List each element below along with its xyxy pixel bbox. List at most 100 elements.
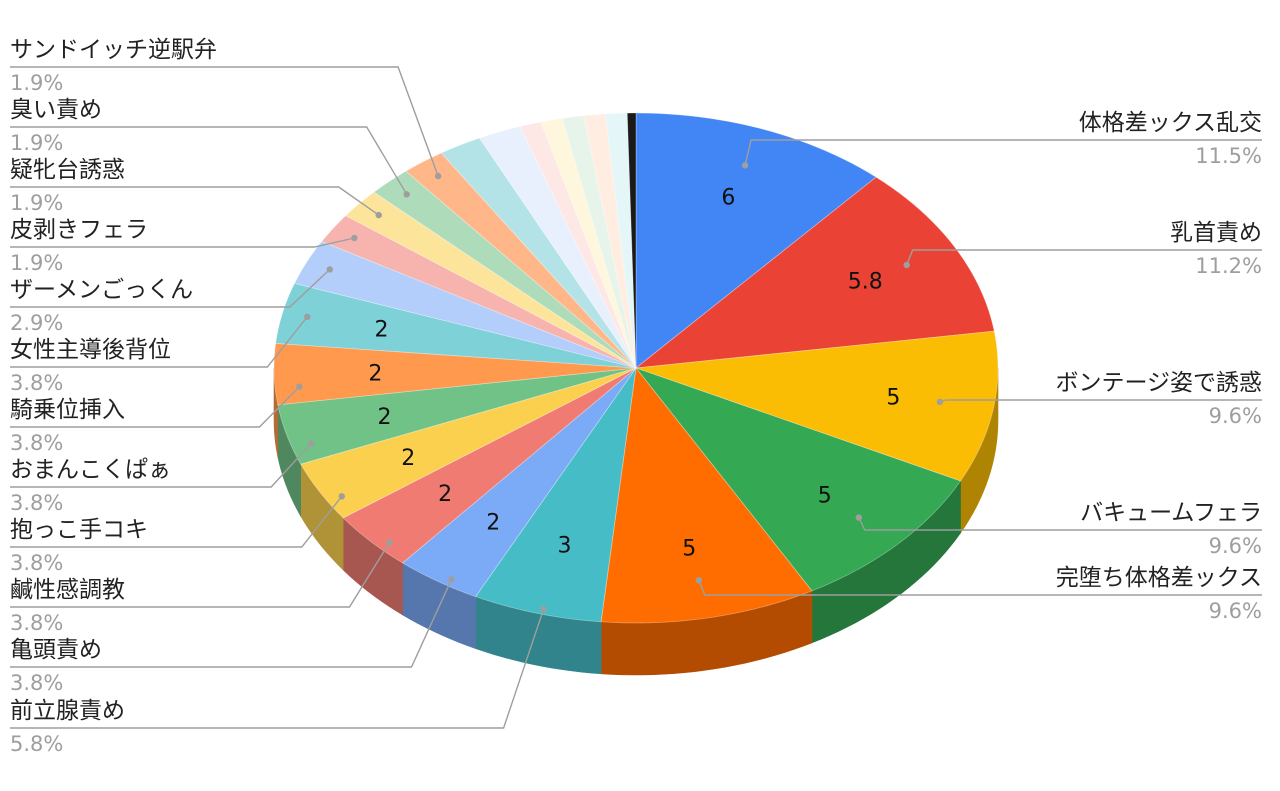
- leader-dot: [375, 211, 382, 219]
- slice-value-label: 3: [558, 534, 572, 559]
- leader-line: [10, 316, 308, 368]
- leader-dot: [434, 172, 442, 180]
- leader-line: [10, 186, 380, 216]
- slice-name-label: 抱っこ手コキ: [10, 517, 148, 543]
- pie-slice-18[interactable]: [478, 125, 637, 369]
- leader-dot: [304, 313, 311, 320]
- slice-value-label: 6: [721, 185, 735, 210]
- slice-value-label: 2: [438, 482, 452, 507]
- slice-percent-label: 3.8%: [10, 491, 63, 515]
- slice-percent-label: 5.8%: [10, 732, 63, 756]
- pie-slice-11[interactable]: [275, 282, 637, 369]
- leader-line: [10, 126, 408, 195]
- pie-slice-6[interactable]: [401, 367, 637, 598]
- leader-line: [10, 66, 439, 177]
- leader-line: [10, 442, 312, 488]
- slice-percent-label: 9.6%: [1209, 534, 1262, 558]
- leader-line: [906, 249, 1262, 266]
- slice-name-label: バキュームフェラ: [1080, 500, 1262, 526]
- leader-dot: [936, 398, 944, 406]
- leader-dot: [326, 266, 333, 273]
- slice-labels: 65.85553222222体格差ックス乱交11.5%乳首責め11.2%ボンテー…: [10, 37, 1262, 756]
- slice-percent-label: 3.8%: [10, 431, 63, 455]
- pie-slice-3[interactable]: [634, 367, 962, 592]
- leader-line: [10, 579, 453, 668]
- slice-percent-label: 1.9%: [10, 71, 63, 95]
- pie-slice-16[interactable]: [405, 152, 637, 369]
- slice-percent-label: 9.6%: [1209, 404, 1262, 428]
- leader-line: [10, 608, 545, 729]
- leader-dot: [308, 440, 315, 447]
- slice-value-label: 2: [486, 511, 500, 536]
- pie-slice-13[interactable]: [321, 215, 637, 369]
- slice-name-label: おまんこくぱぁ: [10, 457, 171, 483]
- pie-sides: [273, 367, 999, 676]
- pie-slice-0[interactable]: [635, 112, 877, 369]
- leader-dot: [296, 383, 303, 390]
- slice-name-label: 亀頭責め: [10, 637, 102, 663]
- slice-value-label: 5.8: [848, 270, 883, 295]
- slice-name-label: 体格差ックス乱交: [1079, 110, 1262, 136]
- slice-value-label: 2: [401, 446, 415, 471]
- slice-percent-label: 11.5%: [1195, 144, 1262, 168]
- leader-line: [10, 268, 331, 308]
- pie-slice-10[interactable]: [273, 342, 637, 406]
- leader-dot: [351, 234, 358, 242]
- slice-percent-label: 1.9%: [10, 191, 63, 215]
- slice-name-label: ボンテージ姿で誘惑: [1055, 370, 1262, 396]
- slice-percent-label: 3.8%: [10, 371, 63, 395]
- slice-name-label: 乳首責め: [1170, 220, 1262, 246]
- slice-value-label: 2: [378, 405, 392, 430]
- pie-slices: [273, 112, 999, 624]
- leader-line: [10, 495, 343, 548]
- slice-value-label: 2: [368, 361, 382, 386]
- slice-percent-label: 2.9%: [10, 311, 63, 335]
- leader-line: [858, 517, 1262, 531]
- slice-name-label: ザーメンごっくん: [10, 277, 193, 303]
- slice-value-label: 5: [682, 537, 696, 562]
- leader-line: [10, 386, 300, 428]
- slice-value-label: 5: [886, 386, 900, 411]
- slice-percent-label: 3.8%: [10, 611, 63, 635]
- pie-slice-15[interactable]: [373, 170, 637, 369]
- leader-line: [698, 579, 1262, 596]
- leader-dot: [540, 605, 547, 613]
- pie-slice-1[interactable]: [634, 176, 995, 369]
- leader-dot: [386, 539, 393, 546]
- slice-name-label: 皮剥きフェラ: [10, 217, 148, 243]
- slice-value-label: 5: [818, 484, 832, 509]
- pie-slice-4[interactable]: [600, 367, 813, 624]
- slice-name-label: 疑牝台誘惑: [10, 157, 125, 183]
- slice-name-label: 完堕ち体格差ックス: [1056, 565, 1262, 591]
- leader-dot: [448, 576, 455, 583]
- pie-slice-24[interactable]: [626, 112, 637, 369]
- pie-slice-17[interactable]: [440, 137, 637, 369]
- slice-name-label: 騎乗位挿入: [10, 397, 125, 423]
- leader-dot: [338, 493, 345, 500]
- slice-name-label: 女性主導後背位: [10, 337, 171, 363]
- pie-slice-12[interactable]: [293, 240, 637, 369]
- slice-name-label: サンドイッチ逆駅弁: [10, 37, 217, 63]
- leader-dot: [903, 261, 910, 269]
- pie-slice-2[interactable]: [635, 330, 999, 482]
- leader-dot: [403, 191, 410, 198]
- leader-dot: [741, 162, 749, 169]
- pie-slice-8[interactable]: [300, 367, 637, 519]
- slice-percent-label: 9.6%: [1209, 599, 1262, 623]
- slice-name-label: 前立腺責め: [10, 698, 125, 724]
- slice-percent-label: 1.9%: [10, 131, 63, 155]
- slice-name-label: 臭い責め: [10, 97, 102, 123]
- slice-percent-label: 1.9%: [10, 251, 63, 275]
- leader-dot: [855, 514, 862, 521]
- leader-line: [10, 542, 391, 608]
- slice-percent-label: 3.8%: [10, 671, 63, 695]
- pie-slice-5[interactable]: [474, 367, 637, 623]
- leader-dot: [695, 577, 702, 584]
- pie-slice-7[interactable]: [342, 367, 637, 564]
- leader-line: [744, 139, 1262, 166]
- leader-line: [10, 237, 355, 248]
- pie-slice-14[interactable]: [345, 191, 637, 369]
- slice-percent-label: 3.8%: [10, 551, 63, 575]
